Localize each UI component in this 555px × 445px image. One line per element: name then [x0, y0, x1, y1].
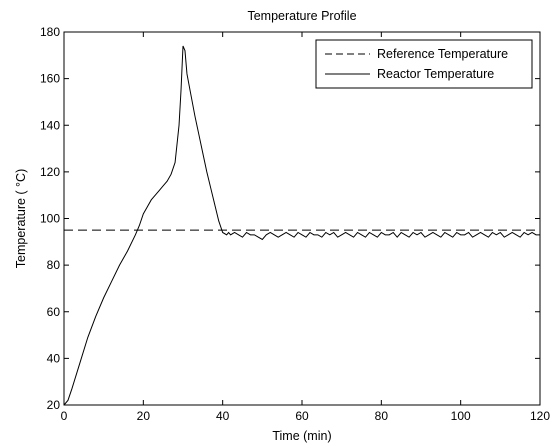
y-tick-label: 180 — [40, 25, 60, 39]
y-tick-label: 100 — [40, 212, 60, 226]
series-layer — [63, 45, 540, 406]
x-tick-label: 60 — [295, 409, 309, 423]
plot-area — [63, 31, 541, 406]
x-tick-label: 0 — [61, 409, 68, 423]
y-tick-label: 140 — [40, 118, 60, 132]
y-tick-label: 40 — [47, 351, 61, 365]
y-tick-label: 120 — [40, 165, 60, 179]
x-tick-label: 80 — [375, 409, 389, 423]
y-tick-label: 60 — [47, 305, 61, 319]
y-axis-ticks: 20 40 60 80 100 120 140 160 180 — [40, 25, 540, 412]
x-tick-label: 20 — [137, 409, 151, 423]
x-tick-label: 120 — [530, 409, 550, 423]
y-tick-label: 20 — [47, 398, 61, 412]
x-tick-label: 100 — [451, 409, 471, 423]
y-axis-label: Temperature ( °C) — [14, 169, 28, 268]
legend-label-reactor: Reactor Temperature — [377, 67, 494, 81]
x-axis-ticks: 0 20 40 60 80 100 120 — [61, 32, 550, 423]
y-tick-label: 160 — [40, 72, 60, 86]
x-tick-label: 40 — [216, 409, 230, 423]
legend-box — [315, 39, 533, 89]
plot-background — [64, 32, 540, 405]
chart-title: Temperature Profile — [247, 9, 356, 23]
legend-label-reference: Reference Temperature — [377, 47, 508, 61]
x-axis-label: Time (min) — [272, 429, 331, 443]
series-line-reactor-temperature — [63, 45, 540, 406]
y-tick-label: 80 — [47, 258, 61, 272]
legend: Reference Temperature Reactor Temperatur… — [315, 39, 533, 89]
